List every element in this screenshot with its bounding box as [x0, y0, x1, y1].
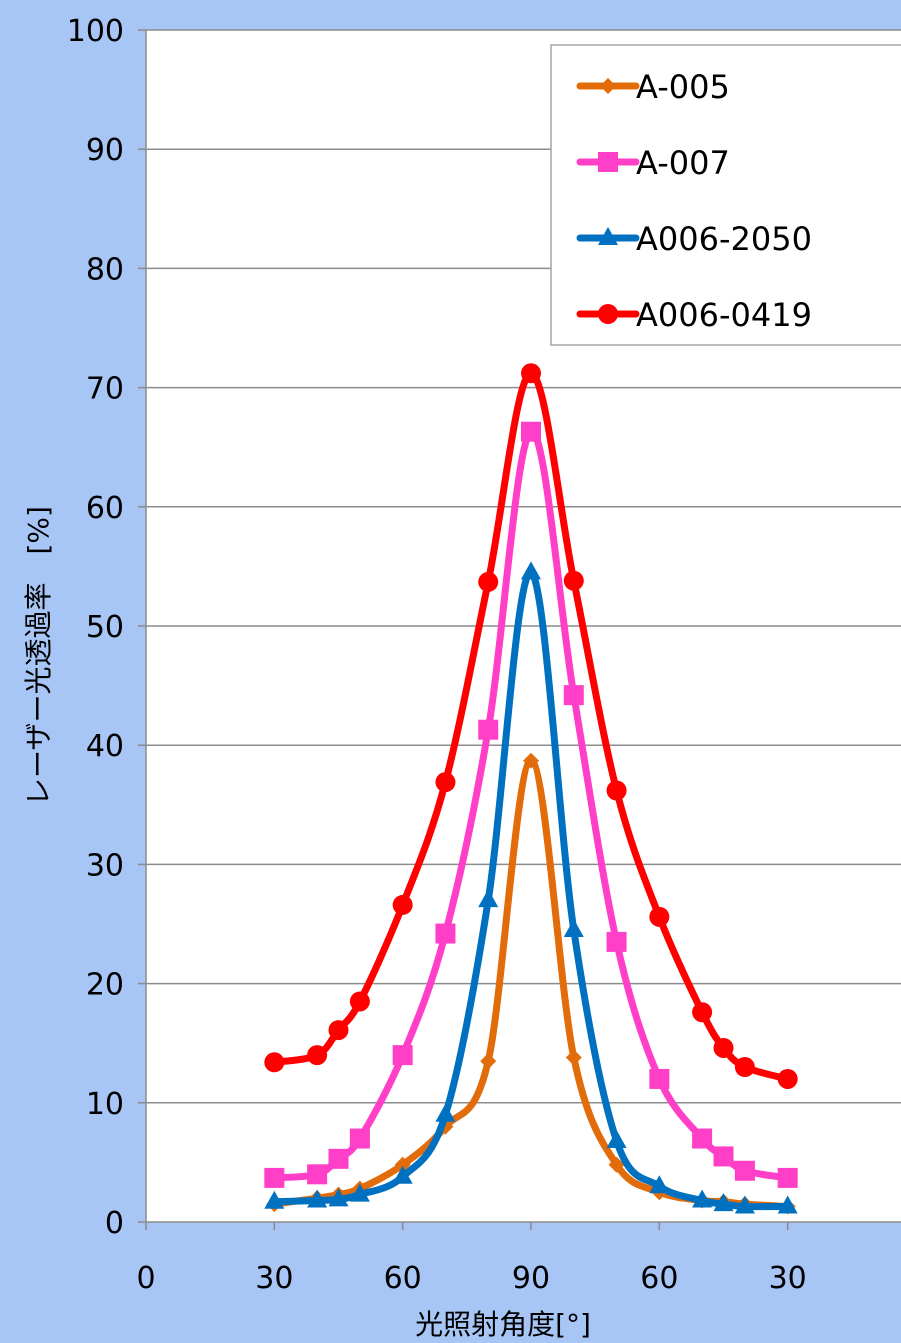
- x-axis-title: 光照射角度[°]: [415, 1308, 591, 1341]
- data-point: [777, 1167, 798, 1188]
- data-point: [713, 1037, 734, 1058]
- data-point: [649, 1068, 670, 1089]
- data-point: [521, 561, 541, 580]
- y-tick-label: 90: [86, 133, 124, 168]
- legend: A-005 A-007 A006-2050 A006-0419: [550, 44, 901, 346]
- data-point: [307, 1189, 328, 1208]
- data-point: [563, 918, 584, 937]
- y-tick-label: 60: [86, 491, 124, 526]
- data-point: [349, 991, 370, 1012]
- legend-label: A006-2050: [636, 220, 812, 258]
- data-point: [713, 1193, 734, 1212]
- series-2: [264, 421, 798, 1188]
- legend-marker: [598, 304, 618, 324]
- y-tick-label: 100: [67, 14, 124, 49]
- legend-marker: [600, 78, 616, 94]
- data-point: [392, 1045, 413, 1066]
- data-point: [692, 1002, 713, 1023]
- data-point: [435, 1103, 456, 1122]
- data-point: [349, 1128, 370, 1149]
- legend-item: A-005: [576, 68, 730, 106]
- data-point: [734, 1160, 755, 1181]
- data-point: [563, 685, 584, 706]
- data-point: [692, 1189, 713, 1208]
- x-tick-label: 30: [769, 1261, 807, 1296]
- data-point: [734, 1057, 755, 1078]
- data-point: [307, 1045, 328, 1066]
- legend-box: [550, 44, 901, 346]
- data-point: [606, 1129, 627, 1148]
- x-tick-label: 60: [384, 1261, 422, 1296]
- data-point: [521, 421, 541, 442]
- data-point: [608, 1156, 625, 1173]
- legend-item: A006-0419: [576, 296, 812, 334]
- data-point: [349, 1183, 370, 1202]
- legend-marker: [598, 152, 618, 172]
- data-point: [777, 1195, 798, 1214]
- y-tick-label: 10: [86, 1087, 124, 1122]
- data-point: [713, 1146, 734, 1167]
- data-point: [777, 1068, 798, 1089]
- y-tick-label: 70: [86, 372, 124, 407]
- data-point: [264, 1190, 285, 1209]
- x-tick-label: 30: [255, 1261, 293, 1296]
- legend-item: A-007: [576, 144, 730, 182]
- data-point: [649, 906, 670, 927]
- data-point: [307, 1164, 328, 1185]
- data-point: [606, 931, 627, 952]
- legend-item: A006-2050: [576, 220, 812, 258]
- series-3: [264, 561, 798, 1214]
- data-point: [328, 1020, 349, 1041]
- data-point: [692, 1128, 713, 1149]
- y-tick-label: 0: [105, 1206, 124, 1241]
- y-tick-label: 30: [86, 848, 124, 883]
- y-axis-title: レーザー光透過率 [%]: [22, 506, 55, 806]
- data-point: [435, 923, 456, 944]
- y-tick-label: 80: [86, 252, 124, 287]
- data-point: [478, 889, 499, 908]
- data-point: [480, 1053, 497, 1070]
- data-point: [478, 571, 499, 592]
- data-point: [649, 1175, 670, 1194]
- data-point: [264, 1167, 285, 1188]
- data-point: [606, 780, 627, 801]
- data-point: [521, 363, 541, 384]
- y-tick-label: 20: [86, 968, 124, 1003]
- y-tick-label: 40: [86, 729, 124, 764]
- legend-label: A-007: [636, 144, 730, 182]
- data-point: [435, 772, 456, 793]
- data-point: [264, 1052, 285, 1073]
- data-point: [523, 752, 539, 769]
- data-point: [565, 1049, 582, 1066]
- y-tick-label: 50: [86, 610, 124, 645]
- data-point: [563, 570, 584, 591]
- x-tick-label: 60: [640, 1261, 678, 1296]
- x-tick-label: 0: [136, 1261, 155, 1296]
- data-point: [392, 1165, 413, 1184]
- data-point: [328, 1148, 349, 1169]
- legend-label: A006-0419: [636, 296, 812, 334]
- series-4: [264, 363, 798, 1089]
- x-tick-label: 90: [512, 1261, 550, 1296]
- legend-label: A-005: [636, 68, 730, 106]
- data-point: [734, 1195, 755, 1214]
- legend-marker: [598, 227, 618, 245]
- data-point: [392, 894, 413, 915]
- data-point: [478, 719, 499, 740]
- data-point: [328, 1188, 349, 1207]
